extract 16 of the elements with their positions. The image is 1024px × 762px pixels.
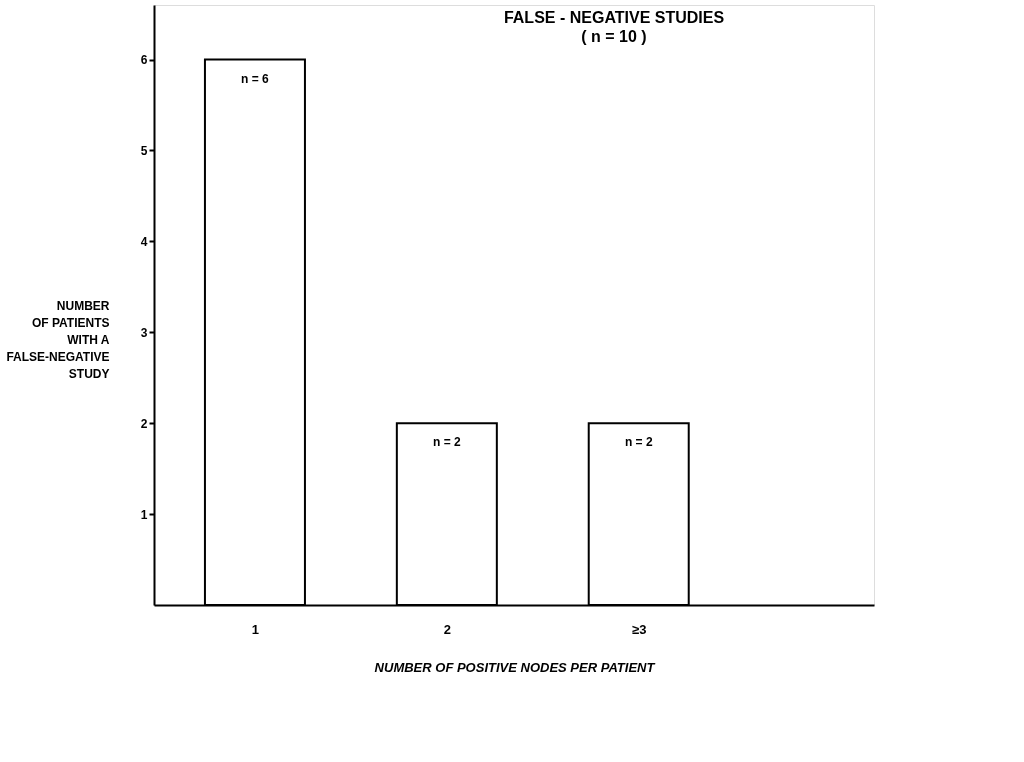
y-tick-label: 5 <box>140 143 148 158</box>
chart-title: FALSE - NEGATIVE STUDIES <box>503 9 725 26</box>
y-tick-label: 1 <box>140 507 148 522</box>
x-tick-label: 2 <box>443 621 451 637</box>
y-tick-label: 4 <box>140 234 148 249</box>
x-tick-label: 1 <box>251 621 260 637</box>
data-label: n = 2 <box>432 435 461 450</box>
data-label: n = 2 <box>624 435 653 450</box>
x-axis-title: NUMBER OF POSITIVE NODES PER PATIENT <box>374 659 656 675</box>
y-axis-title: NUMBER OF PATIENTS WITH A FALSE-NEGATIVE STUDY <box>6 298 110 381</box>
y-tick-label: 3 <box>140 325 148 340</box>
y-tick-label: 6 <box>140 53 148 68</box>
data-label: n = 6 <box>241 71 270 86</box>
y-tick-label: 2 <box>140 416 148 431</box>
text: ( n = 10 ) <box>581 28 647 45</box>
x-tick-label: ≥3 <box>632 621 647 637</box>
